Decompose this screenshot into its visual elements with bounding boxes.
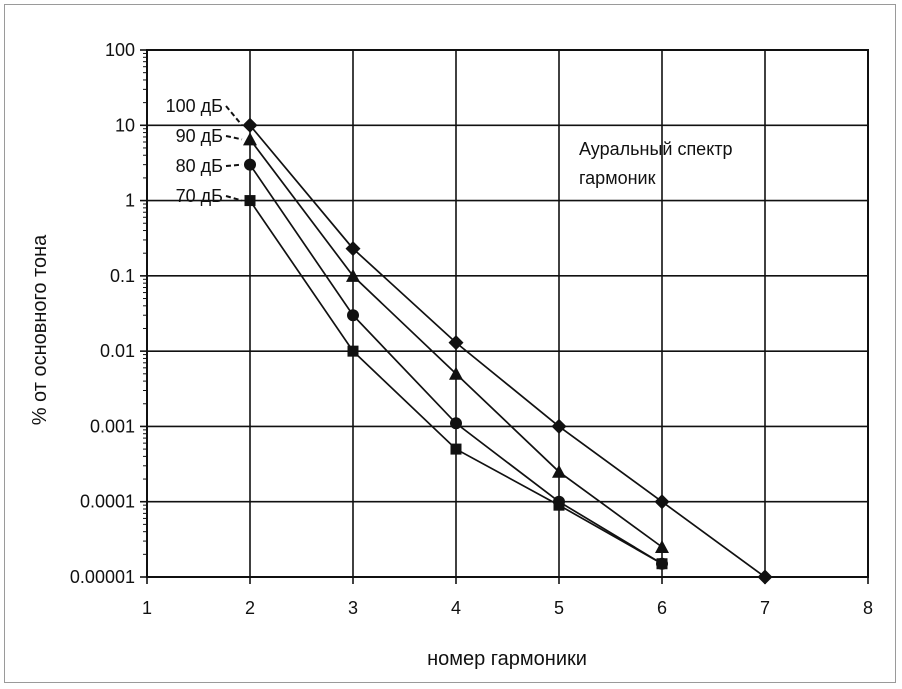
series-label-leader bbox=[225, 195, 243, 202]
series-label: 100 дБ bbox=[166, 96, 223, 116]
y-tick-label: 0.00001 bbox=[70, 567, 135, 587]
series-label: 70 дБ bbox=[176, 186, 223, 206]
x-tick-label: 8 bbox=[863, 598, 873, 618]
marker-diamond bbox=[345, 241, 361, 257]
x-tick-label: 4 bbox=[451, 598, 461, 618]
x-tick-label: 6 bbox=[657, 598, 667, 618]
x-tick-label: 1 bbox=[142, 598, 152, 618]
series-line bbox=[249, 124, 766, 578]
y-axis-label: % от основного тона bbox=[29, 234, 51, 425]
x-tick-label: 3 bbox=[348, 598, 358, 618]
marker-diamond bbox=[757, 569, 773, 585]
marker-triangle bbox=[243, 132, 257, 146]
y-tick-label: 1 bbox=[125, 191, 135, 211]
chart-annotation-line-1: Аурaльный спектр bbox=[579, 139, 733, 159]
marker-circle bbox=[450, 417, 462, 430]
marker-diamond bbox=[551, 418, 567, 434]
y-tick-label: 10 bbox=[115, 115, 135, 135]
marker-triangle bbox=[552, 464, 566, 478]
chart-annotation-line-2: гармоник bbox=[579, 168, 656, 188]
y-tick-label: 0.01 bbox=[100, 341, 135, 361]
x-tick-label: 5 bbox=[554, 598, 564, 618]
marker-triangle bbox=[346, 268, 360, 282]
series-label-leader bbox=[225, 163, 243, 167]
marker-square bbox=[450, 443, 462, 455]
series-label-leader bbox=[225, 105, 243, 126]
series-label: 80 дБ bbox=[176, 156, 223, 176]
marker-triangle bbox=[449, 366, 463, 380]
plot-border bbox=[146, 49, 869, 578]
y-tick-label: 0.1 bbox=[110, 266, 135, 286]
series-label-leader bbox=[225, 135, 243, 141]
marker-circle bbox=[244, 158, 256, 171]
marker-square bbox=[347, 345, 359, 357]
x-tick-label: 7 bbox=[760, 598, 770, 618]
series-markers bbox=[242, 117, 773, 585]
y-tick-label: 100 bbox=[105, 40, 135, 60]
series-label: 90 дБ bbox=[176, 126, 223, 146]
x-axis-label: номер гармоники bbox=[427, 648, 587, 670]
marker-triangle bbox=[655, 540, 669, 554]
y-tick-label: 0.001 bbox=[90, 416, 135, 436]
x-tick-label: 2 bbox=[245, 598, 255, 618]
marker-square bbox=[553, 499, 565, 511]
marker-circle bbox=[347, 309, 359, 322]
marker-diamond bbox=[242, 117, 258, 133]
series-labels: 100 дБ 90 дБ 80 дБ 70 дБ bbox=[166, 96, 243, 206]
marker-diamond bbox=[654, 494, 670, 510]
y-tick-labels: 100 10 1 0.1 0.01 0.001 0.0001 0.00001 bbox=[70, 40, 135, 587]
marker-diamond bbox=[448, 335, 464, 351]
marker-square bbox=[244, 195, 256, 207]
y-tick-label: 0.0001 bbox=[80, 492, 135, 512]
x-tick-labels: 1 2 3 4 5 6 7 8 bbox=[142, 598, 873, 618]
marker-square bbox=[656, 558, 668, 570]
